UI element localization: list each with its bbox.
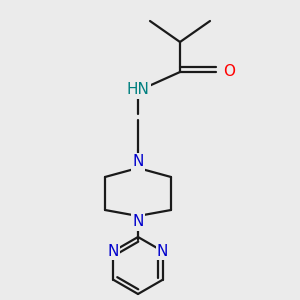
Text: N: N (157, 244, 168, 259)
Text: O: O (224, 64, 236, 80)
Text: N: N (132, 214, 144, 230)
Text: HN: HN (127, 82, 149, 98)
Text: N: N (132, 154, 144, 169)
Text: N: N (108, 244, 119, 259)
